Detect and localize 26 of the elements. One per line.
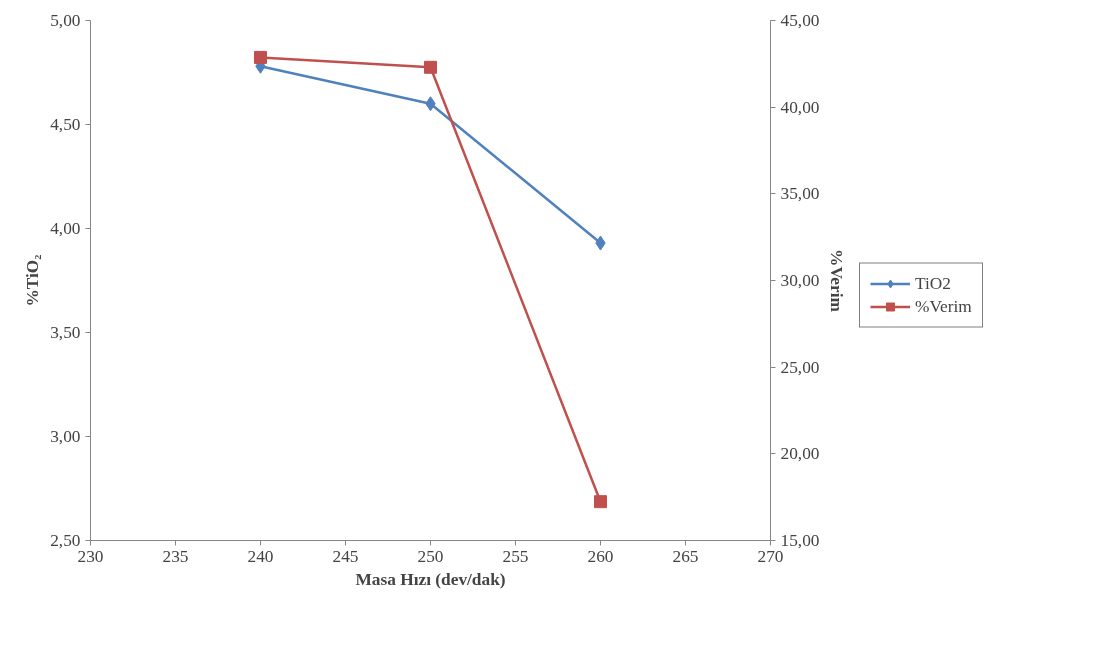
y-axis-title: %TiO₂ [23,254,43,307]
x-tick-label: 240 [247,546,274,566]
y-tick-label: 3,00 [50,427,81,446]
y-tick-label: 3,50 [50,323,81,342]
y2-tick-label: 30,00 [780,271,820,290]
x-tick-label: 255 [502,546,529,566]
x-axis-title: Masa Hızı (dev/dak) [355,569,506,589]
y2-tick-label: 25,00 [780,357,820,377]
y2-tick-label: 35,00 [780,184,820,204]
y2-tick-label: 40,00 [780,97,820,117]
y2-axis-title: %Verim [827,249,847,313]
y2-tick-label: 45,00 [780,11,820,30]
point [424,60,437,74]
y-tick-label: 5,00 [50,11,81,30]
y-tick-label: 4,00 [50,219,81,238]
x-tick-label: 250 [417,546,444,566]
point [254,50,267,64]
legend-label: %Verim [915,296,972,316]
x-tick-label: 265 [672,546,699,566]
point [594,495,607,509]
legend-label: TiO2 [915,273,951,293]
x-tick-label: 235 [162,546,189,566]
x-tick-label: 260 [587,546,614,566]
y2-tick-label: 20,00 [780,444,820,464]
y-tick-label: 4,50 [50,115,81,134]
x-tick-label: 245 [332,546,359,566]
